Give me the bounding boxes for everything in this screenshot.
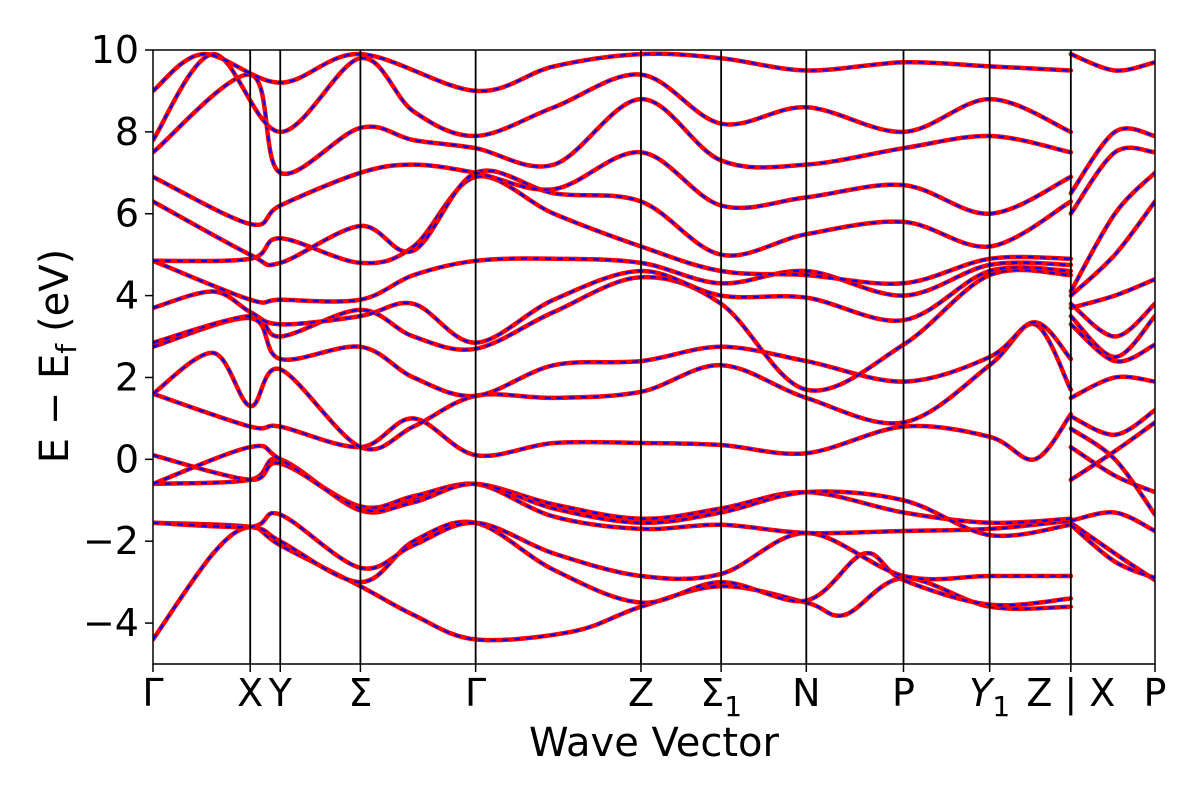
y-axis-title-subscript: f — [50, 343, 83, 354]
band-line — [153, 315, 1074, 399]
band-line — [1068, 145, 1155, 216]
band-line-dashed-overlay — [1069, 146, 1155, 215]
band-line-dashed-overlay — [153, 52, 1071, 93]
band-line — [153, 524, 1074, 643]
band-line-dashed-overlay — [1070, 523, 1155, 580]
x-tick-label: Y — [268, 671, 293, 715]
band-line-dashed-overlay — [1070, 446, 1155, 494]
x-tick-label: Z — [628, 671, 654, 715]
y-axis-title-main: E − E — [32, 354, 78, 464]
bands-layer — [153, 51, 1155, 643]
band-line — [153, 150, 1074, 228]
band-line-dashed-overlay — [153, 151, 1072, 226]
band-line-dashed-overlay — [1070, 409, 1155, 436]
band-line-dashed-overlay — [1069, 127, 1155, 194]
y-tick-label: 6 — [115, 192, 139, 236]
band-line-dashed-overlay — [153, 169, 1072, 267]
x-tick-label: N — [792, 671, 820, 715]
y-tick-label: 0 — [115, 437, 139, 481]
y-axis-title-unit: (eV) — [32, 249, 78, 332]
x-tick-label: Γ — [142, 671, 163, 715]
y-tick-label: −2 — [83, 519, 139, 563]
plot-frame — [152, 49, 1156, 665]
band-line — [153, 168, 1074, 268]
band-line-dashed-overlay — [1069, 172, 1155, 293]
band-line — [153, 51, 1074, 94]
x-tick-label: Z | X — [1026, 671, 1115, 716]
band-line-dashed-overlay — [1070, 302, 1155, 338]
x-tick-label: Γ — [465, 671, 486, 715]
y-tick-label: −4 — [83, 601, 139, 645]
band-line-dashed-overlay — [1070, 521, 1155, 582]
x-axis: Γ X Y Σ Γ Z Σ1 N P Y1 Z | X P — [142, 664, 1166, 723]
band-line-dashed-overlay — [153, 257, 1071, 304]
band-line — [153, 519, 1074, 608]
y-tick-label: 2 — [115, 355, 139, 399]
band-line — [1068, 510, 1155, 534]
x-tick-label: Y1 — [969, 671, 1010, 723]
band-line-dashed-overlay — [153, 52, 1072, 141]
x-tick-label: P — [1144, 671, 1167, 715]
band-line-dashed-overlay — [153, 512, 1071, 581]
band-line-dashed-overlay — [1070, 421, 1155, 481]
band-line-dashed-overlay — [1070, 315, 1155, 359]
high-symmetry-lines — [249, 50, 1072, 664]
y-tick-label: 4 — [115, 274, 139, 318]
band-line-dashed-overlay — [153, 316, 1072, 398]
band-line-dashed-overlay — [153, 392, 1072, 461]
x-tick-label: Σ — [348, 671, 372, 715]
band-line — [153, 391, 1074, 462]
band-line — [153, 51, 1074, 143]
x-tick-label: P — [892, 671, 915, 715]
x-axis-title: Wave Vector — [529, 720, 780, 766]
band-line — [153, 256, 1074, 305]
band-line — [1068, 51, 1155, 73]
band-line-dashed-overlay — [1070, 323, 1155, 363]
band-line-dashed-overlay — [1070, 427, 1155, 516]
band-line-dashed-overlay — [1070, 375, 1155, 399]
y-tick-label: 8 — [115, 110, 139, 154]
x-tick-label: X — [237, 671, 263, 715]
band-line-dashed-overlay — [1070, 200, 1155, 297]
band-line — [153, 321, 1074, 452]
band-line-dashed-overlay — [153, 520, 1071, 607]
y-axis: −4 −2 0 2 4 6 8 10 — [83, 28, 153, 645]
band-line — [1068, 276, 1155, 311]
y-axis-title: E − Ef (eV) — [32, 249, 83, 464]
y-tick-label: 10 — [91, 28, 139, 72]
x-tick-label: Σ1 — [700, 671, 742, 723]
